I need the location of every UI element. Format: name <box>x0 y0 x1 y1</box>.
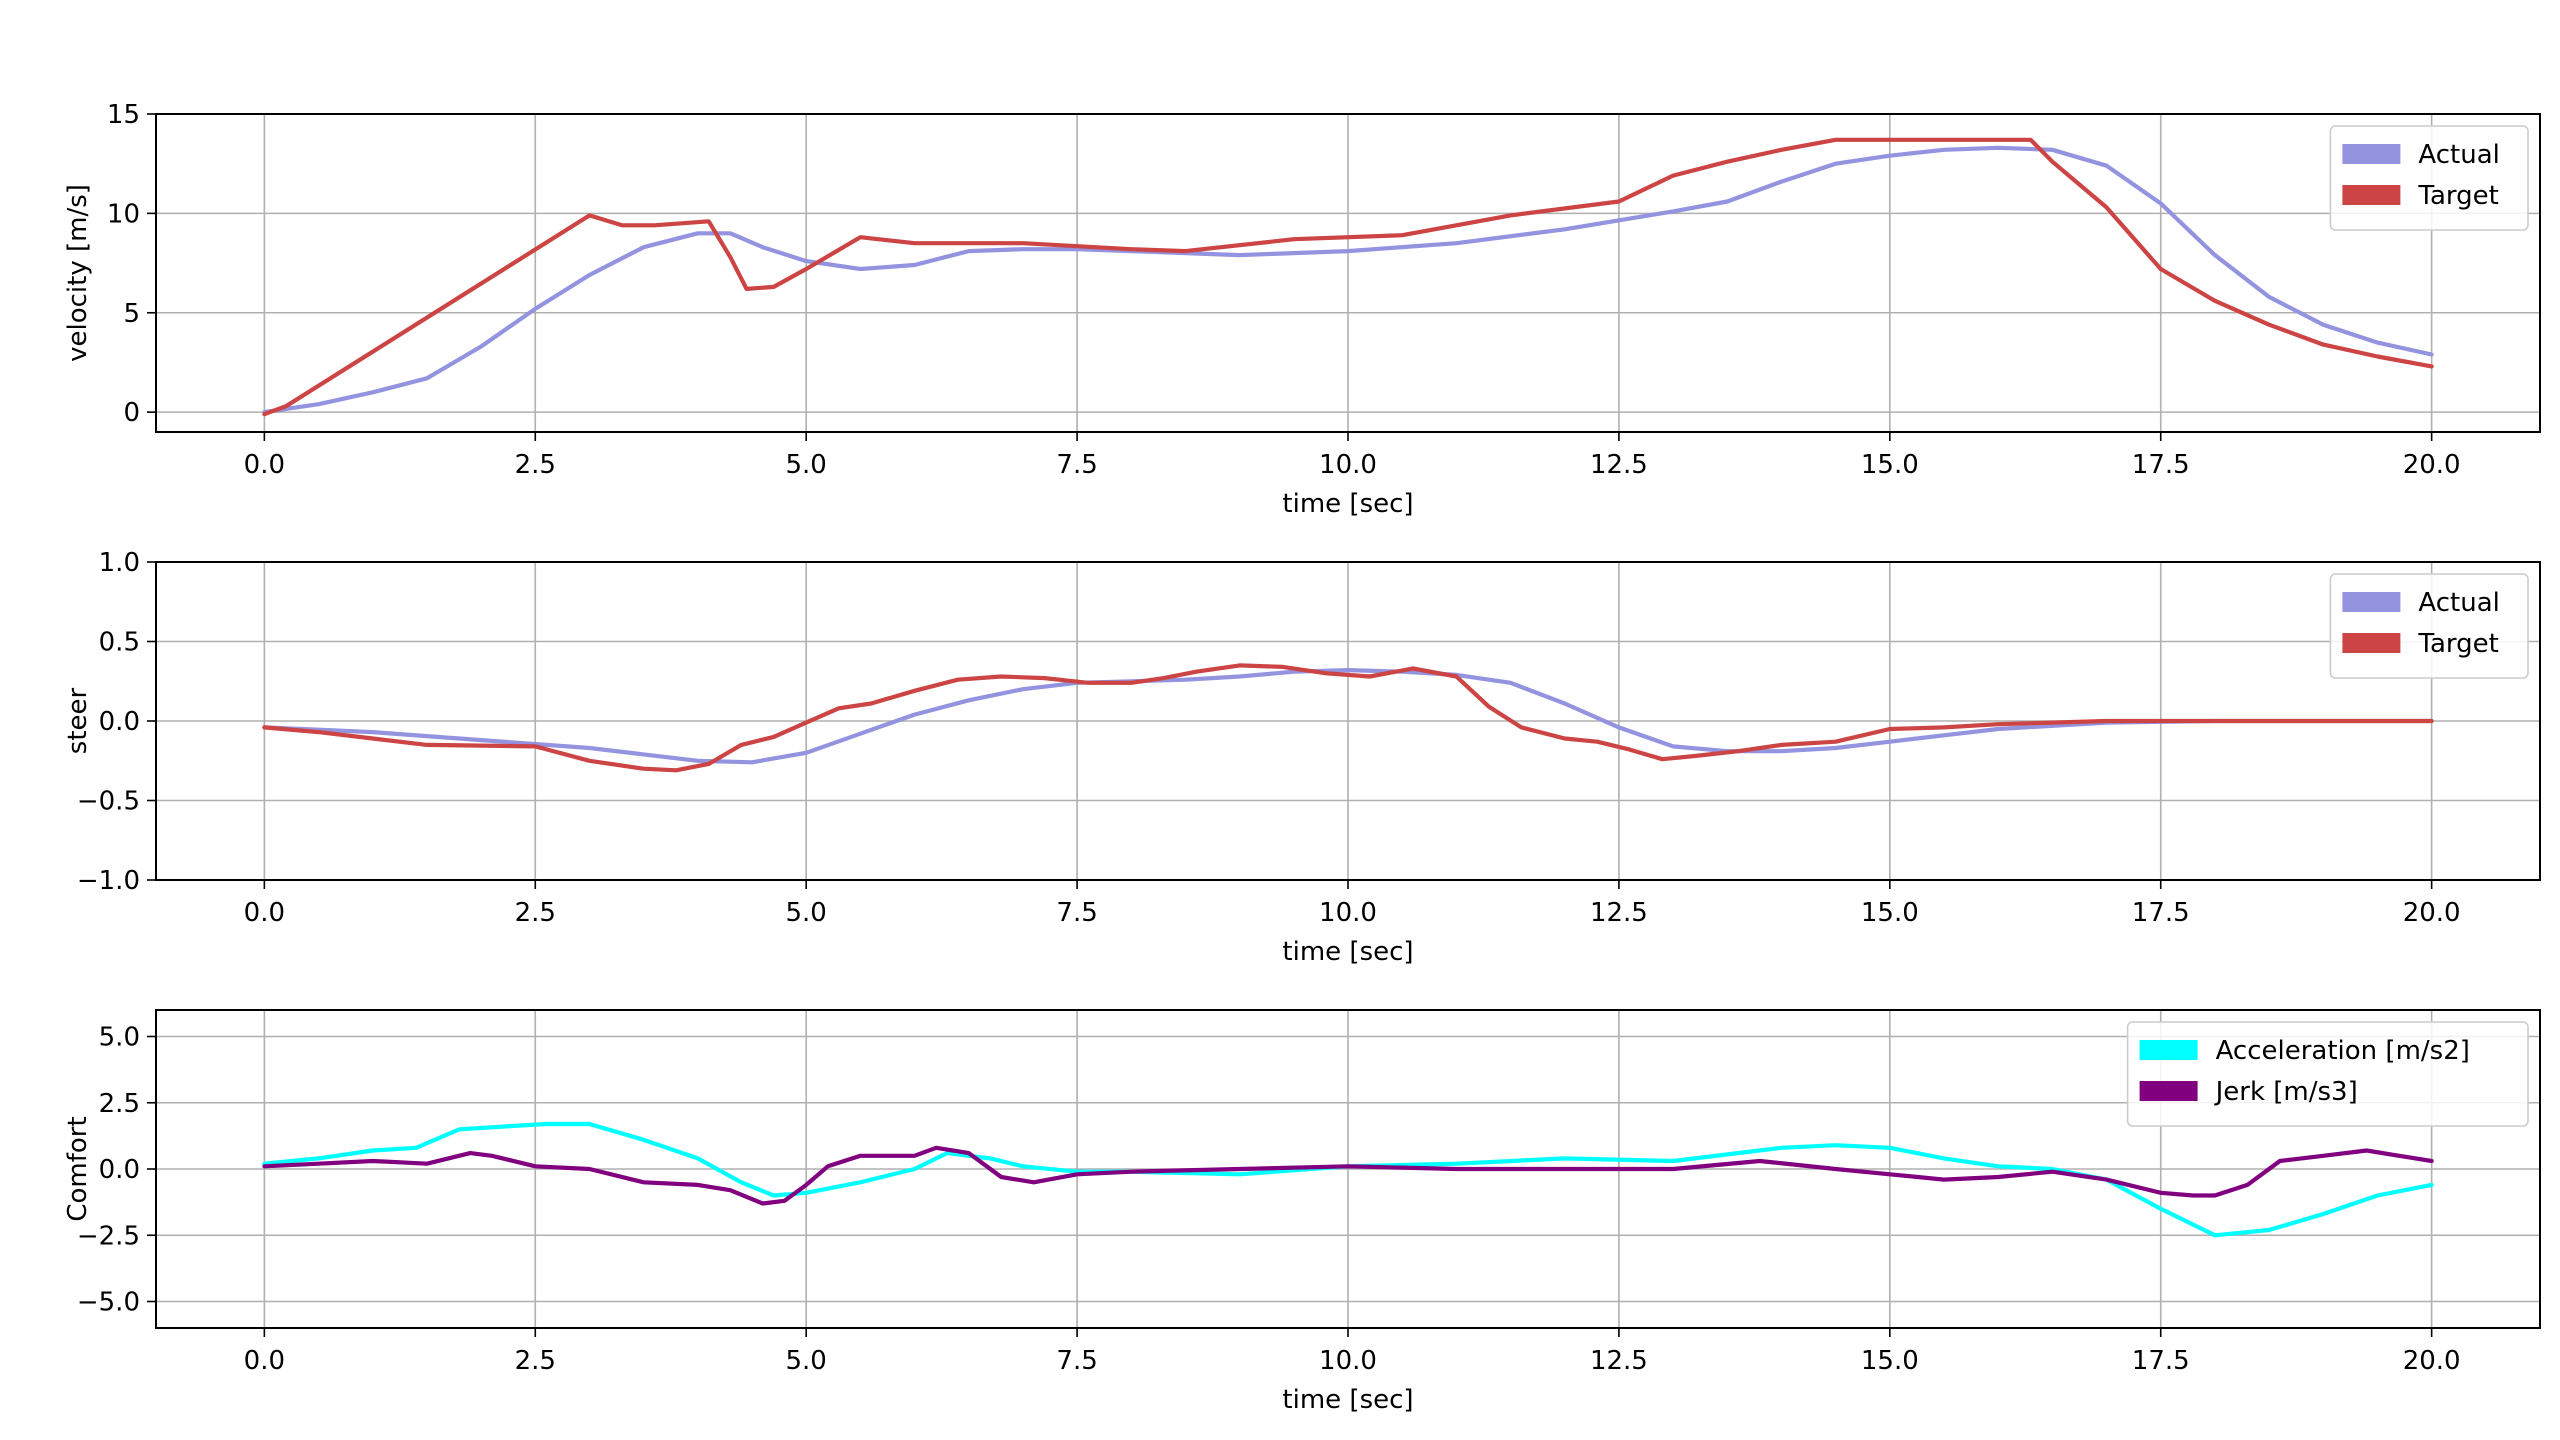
y-tick-label: −1.0 <box>77 866 140 896</box>
legend-swatch-jerk-m-s3 <box>2139 1081 2198 1101</box>
x-tick-label: 7.5 <box>1056 450 1097 480</box>
series-line-jerk-m-s3 <box>262 1145 2434 1206</box>
x-tick-label: 0.0 <box>244 898 285 928</box>
x-tick-label: 20.0 <box>2403 450 2461 480</box>
y-tick-label: 5.0 <box>99 1023 140 1053</box>
x-tick-label: 15.0 <box>1861 450 1919 480</box>
x-tick-label: 0.0 <box>244 1346 285 1376</box>
x-tick-label: 12.5 <box>1590 898 1648 928</box>
legend-swatch-acceleration-m-s2 <box>2139 1040 2198 1060</box>
x-tick-label: 5.0 <box>786 450 827 480</box>
x-axis-label: time [sec] <box>1282 489 1413 519</box>
x-tick-label: 20.0 <box>2403 1346 2461 1376</box>
x-tick-label: 7.5 <box>1056 1346 1097 1376</box>
x-tick-label: 10.0 <box>1319 450 1377 480</box>
y-tick-label: 2.5 <box>99 1089 140 1119</box>
x-tick-label: 20.0 <box>2403 898 2461 928</box>
y-axis-label: steer <box>63 687 93 754</box>
legend-label-actual: Actual <box>2418 588 2499 618</box>
legend-label-jerk-m-s3: Jerk [m/s3] <box>2214 1077 2358 1107</box>
y-tick-label: 0.0 <box>99 1155 140 1185</box>
legend-swatch-target <box>2342 185 2401 205</box>
y-axis-label: Comfort <box>63 1116 93 1221</box>
y-tick-label: 0 <box>123 398 140 428</box>
x-tick-label: 17.5 <box>2132 450 2190 480</box>
legend-label-target: Target <box>2417 629 2498 659</box>
x-tick-label: 10.0 <box>1319 1346 1377 1376</box>
series-line-actual <box>262 145 2434 415</box>
legend-swatch-target <box>2342 633 2401 653</box>
x-tick-label: 2.5 <box>515 898 556 928</box>
x-tick-label: 12.5 <box>1590 450 1648 480</box>
chart-panel-3: 0.0 2.5 5.0 7.5 10.0 12.5 15.0 17.5 20.0 −5.0 −2.5… <box>63 1009 2541 1415</box>
x-axis-label: time [sec] <box>1282 937 1413 967</box>
y-tick-label: −0.5 <box>77 787 140 817</box>
legend: Actual Target <box>2329 125 2529 231</box>
x-tick-label: 12.5 <box>1590 1346 1648 1376</box>
y-tick-label: 1.0 <box>99 548 140 578</box>
x-tick-label: 10.0 <box>1319 898 1377 928</box>
y-tick-label: 0.0 <box>99 707 140 737</box>
legend-swatch-actual <box>2342 592 2401 612</box>
legend-swatch-actual <box>2342 144 2401 164</box>
x-tick-label: 7.5 <box>1056 898 1097 928</box>
x-tick-label: 17.5 <box>2132 898 2190 928</box>
x-tick-label: 15.0 <box>1861 898 1919 928</box>
series-line-target <box>262 663 2434 773</box>
y-tick-label: 15 <box>107 100 140 130</box>
y-tick-label: 0.5 <box>99 628 140 658</box>
legend: Actual Target <box>2329 573 2529 679</box>
legend-box <box>2126 1021 2529 1127</box>
x-tick-label: 15.0 <box>1861 1346 1919 1376</box>
y-tick-label: 10 <box>107 199 140 229</box>
y-axis-label: velocity [m/s] <box>63 184 93 362</box>
legend-label-actual: Actual <box>2418 140 2499 170</box>
legend-label-target: Target <box>2417 181 2498 211</box>
x-tick-label: 17.5 <box>2132 1346 2190 1376</box>
y-tick-label: −5.0 <box>77 1288 140 1318</box>
x-tick-label: 5.0 <box>786 898 827 928</box>
legend: Acceleration [m/s2] Jerk [m/s3] <box>2126 1021 2529 1127</box>
y-tick-label: −2.5 <box>77 1221 140 1251</box>
x-tick-label: 5.0 <box>786 1346 827 1376</box>
x-tick-label: 2.5 <box>515 1346 556 1376</box>
chart-panel-1: 0.0 2.5 5.0 7.5 10.0 12.5 15.0 17.5 20.0 0 5 10 15 ti… <box>63 100 2541 519</box>
series-line-target <box>262 137 2434 417</box>
x-tick-label: 0.0 <box>244 450 285 480</box>
x-tick-label: 2.5 <box>515 450 556 480</box>
legend-label-acceleration-m-s2: Acceleration [m/s2] <box>2216 1036 2470 1066</box>
x-axis-label: time [sec] <box>1282 1385 1413 1415</box>
chart-panel-2: 0.0 2.5 5.0 7.5 10.0 12.5 15.0 17.5 20.0 −1.0 −0.5… <box>63 548 2541 967</box>
y-tick-label: 5 <box>123 299 140 329</box>
